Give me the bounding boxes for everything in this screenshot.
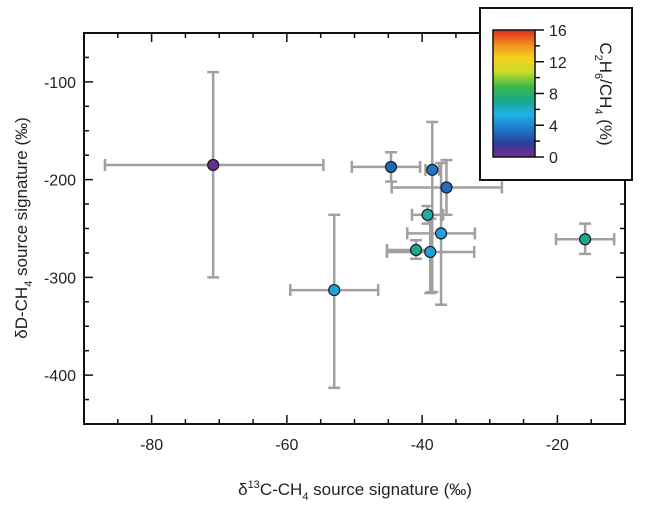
x-tick-label: -60 (275, 437, 298, 454)
colorbar-tick-label: 0 (549, 150, 558, 167)
y-tick-label: -300 (44, 270, 76, 287)
x-tick-label: -80 (140, 437, 163, 454)
data-point (440, 181, 453, 194)
y-tick-label: -400 (44, 368, 76, 385)
data-point (426, 163, 439, 176)
y-tick-label: -200 (44, 173, 76, 190)
data-point (579, 233, 592, 246)
x-tick-label: -40 (411, 437, 434, 454)
data-points (207, 158, 592, 297)
colorbar-tick-label: 12 (549, 55, 567, 72)
x-tick-label: -20 (546, 437, 569, 454)
data-point (434, 227, 448, 240)
colorbar-tick-label: 4 (549, 118, 558, 135)
data-point (409, 243, 423, 257)
data-point (424, 245, 437, 259)
data-point (207, 158, 220, 172)
data-point (421, 208, 434, 221)
colorbar-legend: 0 4 8 12 16 C2H6/CH4 (%) (479, 7, 633, 181)
colorbar (492, 29, 536, 158)
colorbar-label: C2H6/CH4 (%) (592, 42, 615, 145)
colorbar-ticks: 0 4 8 12 16 (535, 23, 567, 167)
colorbar-tick-label: 16 (549, 23, 567, 40)
y-axis-ticks: -100 -200 -300 -400 (44, 32, 625, 425)
data-point (384, 160, 398, 174)
y-tick-label: -100 (44, 75, 76, 92)
y-axis-label: δD-CH4 source signature (‰) (12, 117, 35, 339)
data-point (328, 283, 341, 297)
x-axis-label: δ13C-CH4 source signature (‰) (238, 479, 472, 503)
colorbar-tick-label: 8 (549, 87, 558, 104)
